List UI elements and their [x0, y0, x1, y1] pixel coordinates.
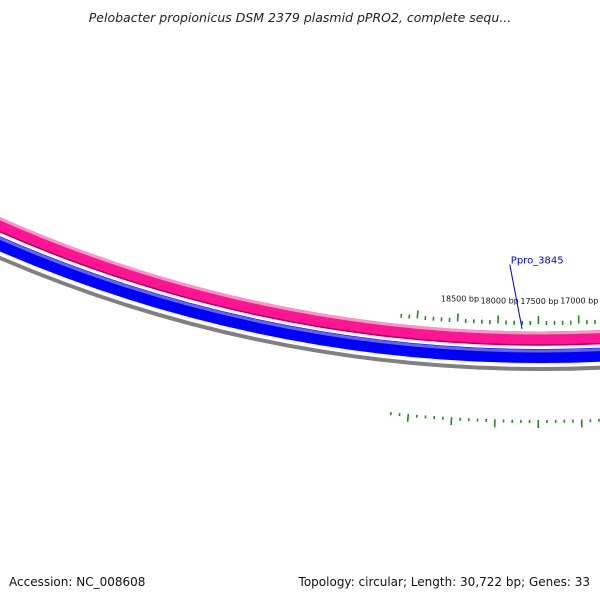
gene-leader-line [509, 264, 523, 329]
map-title: Pelobacter propionicus DSM 2379 plasmid … [88, 10, 512, 25]
forward-strand-edge [0, 230, 600, 346]
tick-label: 18500 bp [441, 295, 479, 304]
gene-label-group: Ppro_3845 [509, 256, 564, 329]
major-tick [416, 310, 419, 319]
major-tick [456, 313, 459, 322]
tick-label: 17500 bp [520, 297, 558, 306]
sequence-summary: Topology: circular; Length: 30,722 bp; G… [298, 575, 590, 589]
tick-label: 18000 bp [481, 296, 519, 305]
backbone-ring [0, 255, 600, 371]
tick-label: 17000 bp [560, 296, 598, 305]
inner-tick-group [389, 412, 600, 429]
gene-label[interactable]: Ppro_3845 [511, 256, 564, 267]
accession-label: Accession: NC_008608 [9, 575, 146, 589]
forward-strand-track [0, 216, 600, 345]
inner-major-tick [406, 413, 410, 422]
reverse-strand-track [0, 236, 600, 363]
inner-major-tick [450, 417, 453, 426]
reverse-strand-highlight [0, 236, 600, 353]
forward-strand-highlight [0, 216, 600, 335]
outer-tick-group [400, 310, 596, 325]
